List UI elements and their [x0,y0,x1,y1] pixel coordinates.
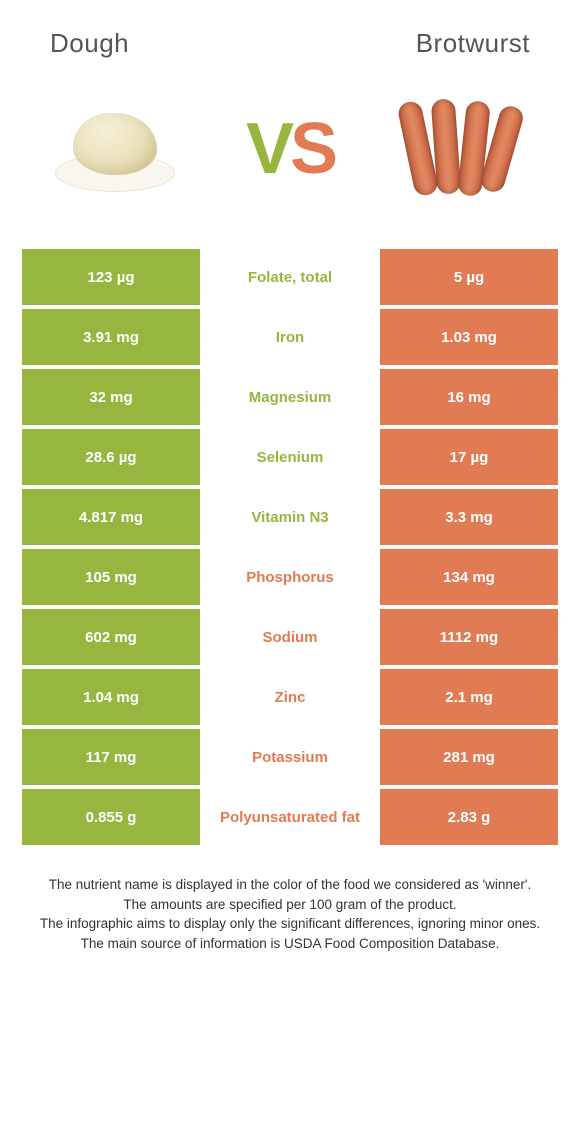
nutrient-label: Vitamin N3 [200,489,380,545]
right-value: 2.1 mg [380,669,558,725]
table-row: 28.6 µgSelenium17 µg [22,429,558,485]
nutrient-label: Folate, total [200,249,380,305]
dough-image [40,89,190,209]
nutrient-label: Zinc [200,669,380,725]
left-value: 1.04 mg [22,669,200,725]
right-value: 17 µg [380,429,558,485]
left-value: 28.6 µg [22,429,200,485]
table-row: 3.91 mgIron1.03 mg [22,309,558,365]
left-value: 602 mg [22,609,200,665]
table-row: 123 µgFolate, total5 µg [22,249,558,305]
right-food-title: Brotwurst [416,28,530,59]
left-value: 105 mg [22,549,200,605]
footnote-line: The amounts are specified per 100 gram o… [32,895,548,915]
table-row: 32 mgMagnesium16 mg [22,369,558,425]
table-row: 105 mgPhosphorus134 mg [22,549,558,605]
right-value: 5 µg [380,249,558,305]
footnotes: The nutrient name is displayed in the co… [32,875,548,953]
right-value: 281 mg [380,729,558,785]
nutrient-label: Potassium [200,729,380,785]
right-value: 1112 mg [380,609,558,665]
vs-v: V [246,108,290,190]
footnote-line: The nutrient name is displayed in the co… [32,875,548,895]
right-value: 3.3 mg [380,489,558,545]
nutrient-label: Iron [200,309,380,365]
header: Dough Brotwurst [0,0,580,69]
nutrient-label: Polyunsaturated fat [200,789,380,845]
table-row: 0.855 gPolyunsaturated fat2.83 g [22,789,558,845]
right-value: 2.83 g [380,789,558,845]
comparison-table: 123 µgFolate, total5 µg3.91 mgIron1.03 m… [22,249,558,845]
footnote-line: The main source of information is USDA F… [32,934,548,954]
right-value: 134 mg [380,549,558,605]
left-value: 117 mg [22,729,200,785]
table-row: 117 mgPotassium281 mg [22,729,558,785]
left-food-title: Dough [50,28,129,59]
vs-s: S [290,108,334,190]
right-value: 1.03 mg [380,309,558,365]
nutrient-label: Phosphorus [200,549,380,605]
table-row: 4.817 mgVitamin N33.3 mg [22,489,558,545]
table-row: 602 mgSodium1112 mg [22,609,558,665]
table-row: 1.04 mgZinc2.1 mg [22,669,558,725]
vs-label: V S [246,108,334,190]
left-value: 3.91 mg [22,309,200,365]
left-value: 32 mg [22,369,200,425]
nutrient-label: Selenium [200,429,380,485]
right-value: 16 mg [380,369,558,425]
left-value: 123 µg [22,249,200,305]
nutrient-label: Sodium [200,609,380,665]
left-value: 4.817 mg [22,489,200,545]
brotwurst-image [390,89,540,209]
left-value: 0.855 g [22,789,200,845]
footnote-line: The infographic aims to display only the… [32,914,548,934]
vs-row: V S [0,69,580,239]
nutrient-label: Magnesium [200,369,380,425]
